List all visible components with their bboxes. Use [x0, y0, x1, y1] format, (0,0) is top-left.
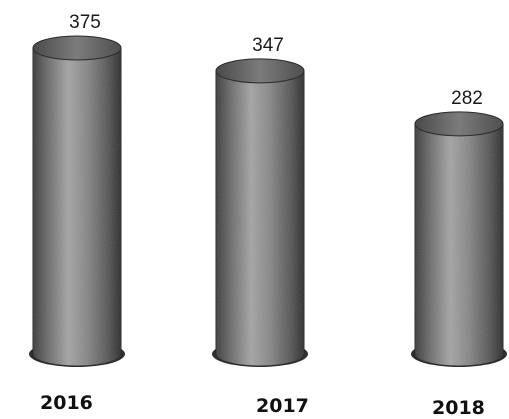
bar-texture-2017 [216, 70, 304, 367]
category-label-2016: 2016 [40, 392, 93, 414]
value-label-2018: 282 [451, 88, 483, 109]
value-label-2016: 375 [69, 12, 101, 33]
bar-top-2016 [32, 35, 122, 61]
bar-top-2017 [215, 58, 305, 84]
bars-group [29, 35, 507, 367]
bar-texture-2018 [415, 123, 503, 366]
labels-group: 375 2016 347 2017 282 2018 [40, 12, 485, 419]
category-label-2017: 2017 [256, 395, 309, 417]
value-label-2017: 347 [252, 35, 284, 56]
bar-top-2018 [414, 111, 504, 137]
category-label-2018: 2018 [432, 397, 485, 419]
bar-texture-2016 [33, 48, 121, 366]
